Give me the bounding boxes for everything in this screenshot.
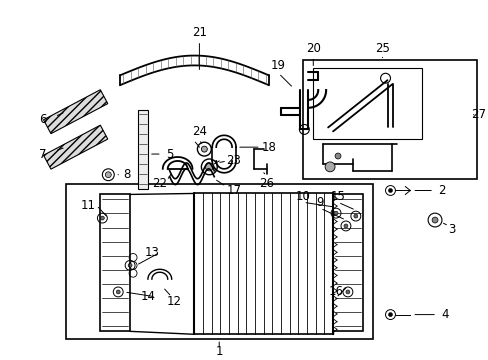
Circle shape <box>105 172 111 178</box>
Polygon shape <box>43 125 107 169</box>
Text: 9: 9 <box>316 196 323 209</box>
Text: 22: 22 <box>152 177 167 190</box>
Text: 11: 11 <box>81 199 96 212</box>
Text: 5: 5 <box>165 148 173 161</box>
Circle shape <box>333 211 337 215</box>
Text: 13: 13 <box>144 246 159 259</box>
Circle shape <box>201 146 207 152</box>
Text: 24: 24 <box>191 125 206 138</box>
Circle shape <box>100 216 104 220</box>
Text: 6: 6 <box>39 113 47 126</box>
Bar <box>313 68 421 139</box>
Text: 2: 2 <box>437 184 445 197</box>
Text: 10: 10 <box>295 190 310 203</box>
Text: 12: 12 <box>167 295 182 308</box>
Text: 8: 8 <box>123 168 131 181</box>
Text: 3: 3 <box>447 224 455 237</box>
Bar <box>332 194 362 331</box>
Text: 20: 20 <box>305 42 320 55</box>
Bar <box>303 60 476 179</box>
Circle shape <box>334 153 340 159</box>
Bar <box>100 194 130 331</box>
Circle shape <box>431 217 437 223</box>
Text: 27: 27 <box>470 108 485 121</box>
Text: 23: 23 <box>226 154 241 167</box>
Text: 21: 21 <box>191 26 206 39</box>
Circle shape <box>387 189 392 193</box>
Circle shape <box>353 214 357 218</box>
Text: 18: 18 <box>261 141 276 154</box>
Text: 14: 14 <box>140 291 155 303</box>
Text: 1: 1 <box>215 345 223 357</box>
Circle shape <box>387 312 392 316</box>
Text: 15: 15 <box>330 190 345 203</box>
Circle shape <box>345 290 349 294</box>
Text: 25: 25 <box>374 42 389 55</box>
Text: 19: 19 <box>270 59 285 72</box>
Text: 26: 26 <box>259 177 274 190</box>
Text: 4: 4 <box>440 308 448 321</box>
Text: 17: 17 <box>226 184 241 197</box>
Text: 7: 7 <box>39 148 47 161</box>
Circle shape <box>116 290 120 294</box>
Circle shape <box>128 264 132 267</box>
Circle shape <box>325 162 334 172</box>
Bar <box>138 110 147 189</box>
Text: 16: 16 <box>328 285 343 298</box>
Bar <box>65 184 372 339</box>
Circle shape <box>343 224 347 228</box>
Polygon shape <box>43 90 107 134</box>
Circle shape <box>205 163 213 171</box>
